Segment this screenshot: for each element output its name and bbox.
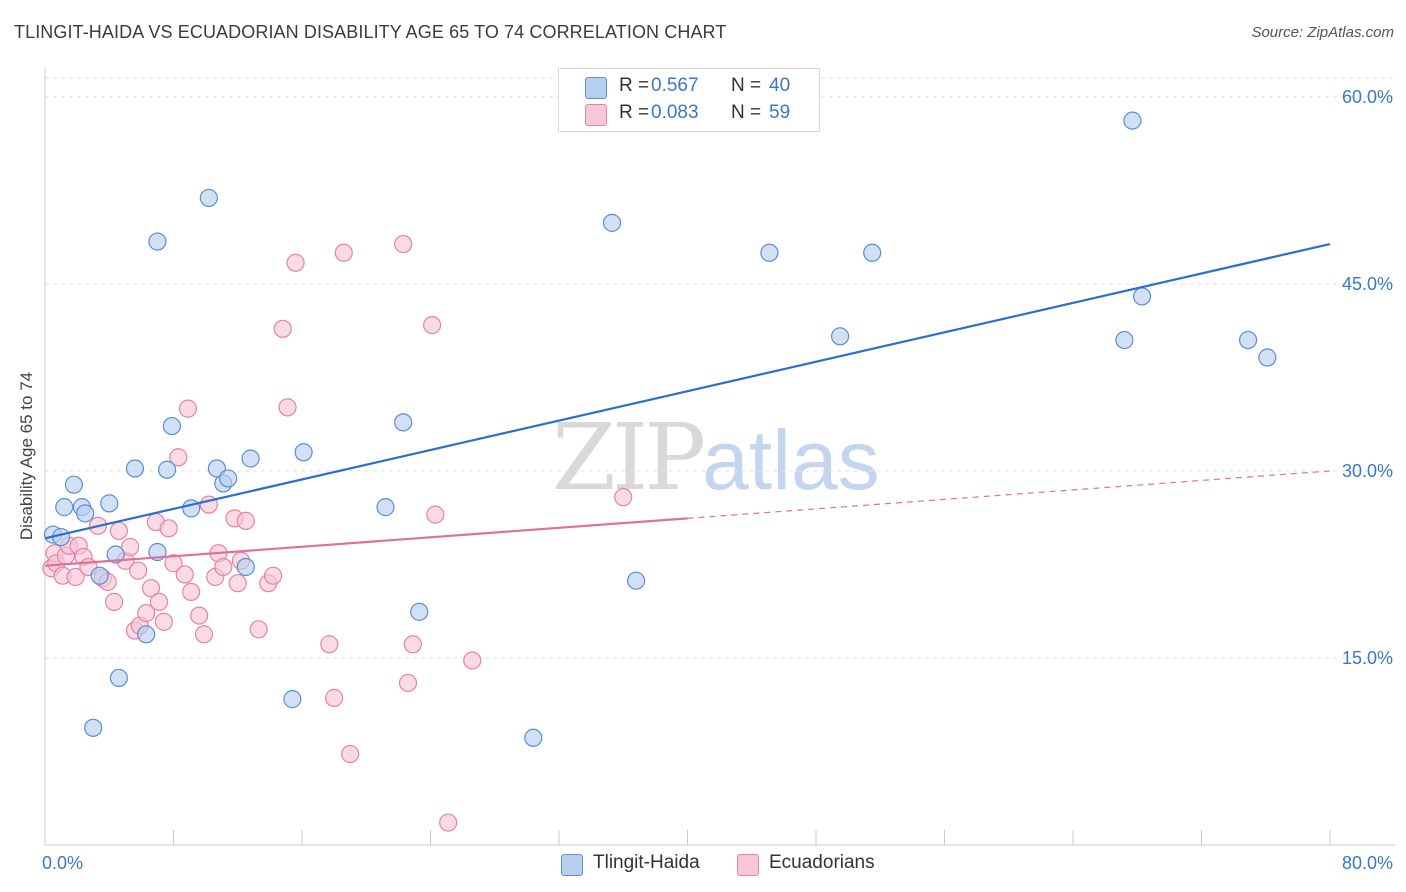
tlingit-haida-point	[106, 545, 125, 564]
ecuadorian-trendline-solid	[44, 517, 688, 567]
tlingit-haida-point	[219, 469, 238, 488]
ecuadorian-point	[214, 557, 233, 577]
legend-r-value: 0.567	[651, 75, 699, 96]
ecuadorian-point	[398, 673, 418, 693]
ecuadorian-point	[194, 625, 214, 644]
ecuadorian-point	[286, 253, 305, 272]
tlingit-haida-point	[157, 460, 177, 479]
ecuadorian-point	[159, 519, 178, 538]
tlingit-haida-point	[602, 213, 622, 232]
legend-n-label: N =	[731, 102, 762, 123]
ecuadorian-point	[341, 744, 360, 764]
tlingit-haida-point	[863, 243, 882, 262]
tlingit-haida-swatch	[561, 854, 583, 876]
tlingit-haida-point	[236, 557, 255, 577]
ecuadorian-point	[463, 651, 482, 670]
ecuadorian-point	[426, 505, 445, 524]
tlingit-haida-point	[162, 416, 181, 436]
ecuadorian-point	[149, 592, 169, 611]
tlingit-haida-point	[626, 571, 646, 590]
tlingit-haida-point	[830, 327, 850, 346]
tlingit-haida-trendline	[44, 242, 1331, 540]
tlingit-haida-point	[1132, 287, 1152, 306]
tlingit-haida-point	[1238, 330, 1258, 350]
ecuadorian-point	[249, 620, 268, 639]
bottom-legend-label: Tlingit-Haida	[593, 852, 700, 873]
tlingit-haida-point	[760, 243, 779, 262]
ecuadorians-swatch	[737, 854, 759, 876]
tlingit-haida-point	[294, 443, 313, 462]
tlingit-haida-point	[55, 498, 74, 517]
ecuadorian-point	[164, 554, 183, 573]
ecuadorian-point	[169, 448, 188, 467]
ecuadorian-point	[320, 635, 339, 654]
ecuadorians-swatch	[585, 104, 607, 126]
tlingit-haida-point	[1123, 111, 1142, 130]
ecuadorian-point	[394, 234, 413, 254]
legend-r-value: 0.083	[651, 102, 699, 123]
y-tick-label: 45.0%	[1342, 274, 1393, 294]
ecuadorian-point	[104, 592, 124, 611]
ecuadorian-point	[121, 537, 140, 557]
ecuadorian-point	[325, 688, 344, 707]
tlingit-haida-point	[84, 718, 103, 737]
tlingit-haida-point	[148, 232, 167, 251]
ecuadorian-point	[273, 319, 292, 338]
ecuadorian-point	[129, 561, 148, 580]
tlingit-haida-point	[125, 459, 145, 478]
x-tick-label-min: 0.0%	[42, 853, 83, 873]
tlingit-haida-swatch	[585, 77, 607, 99]
legend-n-value: 40	[769, 75, 791, 96]
legend-n-label: N =	[731, 75, 762, 96]
ecuadorian-point	[137, 603, 156, 623]
ecuadorian-point	[236, 511, 255, 530]
ecuadorian-point	[263, 566, 283, 585]
ecuadorian-point	[423, 315, 442, 335]
x-tick-label-max: 80.0%	[1342, 853, 1393, 873]
source-label: Source: ZipAtlas.com	[1251, 24, 1394, 41]
legend-r-label: R =	[619, 102, 650, 123]
tlingit-haida-point	[1115, 330, 1134, 350]
tlingit-haida-point	[1258, 348, 1277, 367]
y-axis-title: Disability Age 65 to 74	[17, 372, 36, 540]
tlingit-haida-point	[64, 475, 84, 494]
tlingit-haida-point	[199, 188, 218, 208]
ecuadorian-point	[175, 565, 194, 584]
tlingit-haida-point	[283, 690, 302, 709]
tlingit-haida-point	[241, 449, 260, 468]
ecuadorian-point	[66, 567, 85, 587]
ecuadorian-point	[278, 398, 297, 417]
ecuadorian-point	[154, 612, 173, 631]
tlingit-haida-point	[100, 494, 119, 513]
chart-title: TLINGIT-HAIDA VS ECUADORIAN DISABILITY A…	[14, 22, 727, 42]
ecuadorian-point	[109, 521, 128, 540]
legend-r-label: R =	[619, 75, 650, 96]
ecuadorian-point	[334, 243, 353, 262]
ecuadorian-point	[403, 635, 422, 654]
ecuadorian-point	[439, 813, 458, 832]
tlingit-haida-point	[76, 504, 95, 523]
ecuadorian-trendline-dashed	[687, 470, 1331, 519]
bottom-legend-label: Ecuadorians	[769, 852, 875, 873]
ecuadorian-point	[228, 574, 247, 593]
ecuadorian-point	[190, 606, 209, 625]
tlingit-haida-point	[137, 625, 156, 644]
tlingit-haida-point	[410, 602, 429, 621]
ecuadorian-point	[182, 582, 201, 602]
tlingit-haida-point	[376, 498, 395, 517]
stats-legend: R = 0.567 N = 40 R = 0.083 N = 59	[558, 68, 820, 132]
tlingit-haida-point	[394, 413, 413, 432]
ecuadorian-point	[614, 488, 633, 507]
ecuadorian-point	[141, 579, 161, 598]
y-tick-label: 30.0%	[1342, 461, 1393, 481]
y-tick-label: 15.0%	[1342, 648, 1393, 668]
y-tick-label: 60.0%	[1342, 87, 1393, 107]
tlingit-haida-point	[90, 566, 109, 585]
legend-n-value: 59	[769, 102, 791, 123]
tlingit-haida-point	[109, 668, 128, 688]
tlingit-haida-point	[524, 728, 543, 747]
ecuadorian-point	[178, 399, 198, 418]
